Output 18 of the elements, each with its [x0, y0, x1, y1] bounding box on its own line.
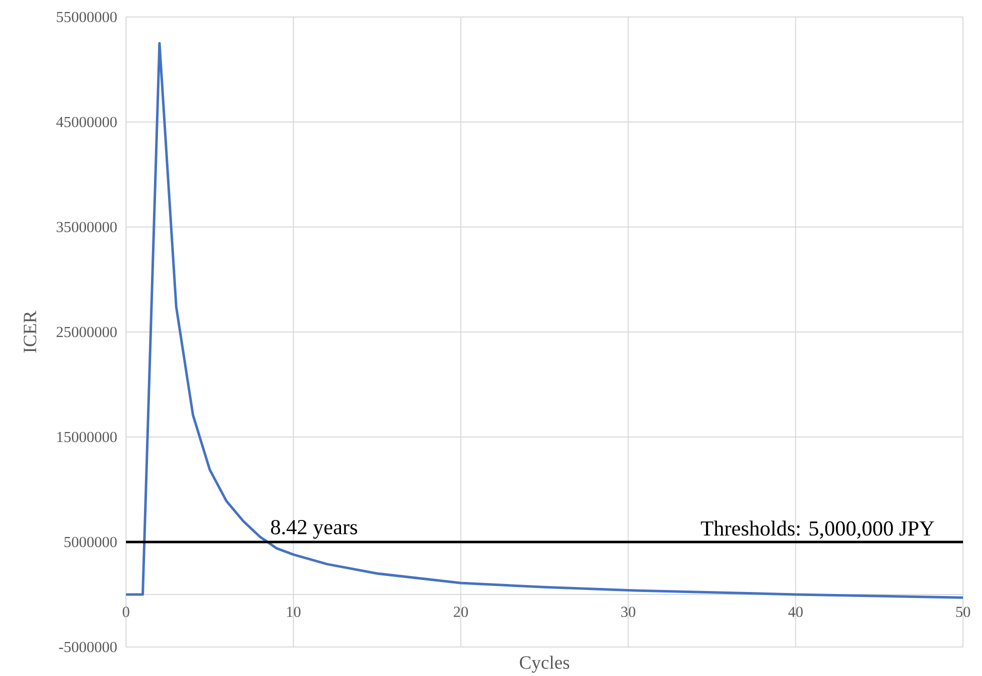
- y-axis-title: ICER: [24, 310, 36, 353]
- y-tick-label: 15000000: [57, 432, 117, 442]
- ref-line-label: Thresholds: 5,000,000 JPY: [700, 520, 934, 539]
- annotation: 8.42 years: [271, 520, 358, 539]
- x-tick-label: 30: [621, 606, 636, 618]
- y-tick-label: 5000000: [64, 536, 117, 548]
- y-tick-label: 55000000: [56, 12, 117, 22]
- y-tick-label: -5000000: [59, 642, 117, 652]
- x-tick-label: 10: [287, 606, 300, 618]
- y-tick-label: 35000000: [56, 222, 117, 232]
- x-tick-label: 40: [788, 606, 803, 618]
- x-tick-label: 20: [454, 606, 468, 618]
- y-tick-label: 25000000: [56, 326, 117, 338]
- x-axis-title: Cycles: [520, 656, 570, 673]
- x-tick-label: 50: [956, 606, 970, 618]
- x-tick-label: 0: [122, 606, 130, 618]
- line-series: [124, 42, 964, 599]
- y-tick-label: 45000000: [56, 116, 117, 128]
